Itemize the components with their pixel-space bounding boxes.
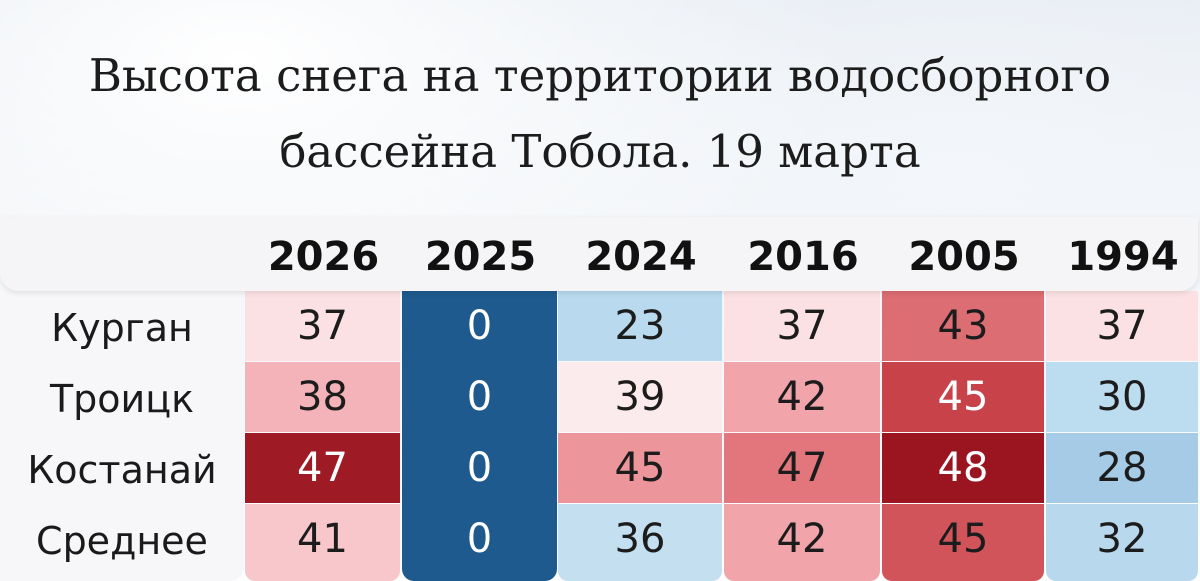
value-cell: 37 bbox=[1046, 291, 1198, 361]
value-cell: 0 bbox=[466, 516, 493, 562]
row-label: Курган bbox=[51, 306, 193, 350]
value-cell: 37 bbox=[724, 291, 880, 361]
value-cell: 43 bbox=[882, 291, 1044, 361]
title-line-1: Высота снега на территории водосборного bbox=[88, 49, 1112, 102]
title-line-2: бассейна Тобола. 19 марта bbox=[279, 125, 921, 178]
row-label-panel bbox=[0, 291, 244, 581]
value-cell: 47 bbox=[724, 433, 880, 503]
value-cell: 39 bbox=[558, 362, 722, 432]
value-cell: 41 bbox=[245, 504, 400, 581]
year-header-1994: 1994 bbox=[1067, 234, 1179, 280]
chart-title: Высота снега на территории водосборного … bbox=[0, 38, 1200, 190]
value-cell: 42 bbox=[724, 504, 880, 581]
year-header-2005: 2005 bbox=[908, 234, 1020, 280]
value-cell: 37 bbox=[245, 291, 400, 361]
value-cell: 45 bbox=[882, 504, 1044, 581]
year-header-2025: 2025 bbox=[424, 234, 537, 280]
value-cell: 23 bbox=[558, 291, 722, 361]
value-cell: 0 bbox=[466, 445, 493, 491]
year-header-2024: 2024 bbox=[585, 234, 697, 280]
column-2025-background bbox=[402, 291, 557, 581]
value-cell: 45 bbox=[558, 433, 722, 503]
value-cell: 48 bbox=[882, 433, 1044, 503]
year-header-bar bbox=[0, 217, 1198, 291]
row-label: Среднее bbox=[36, 519, 208, 563]
value-cell: 38 bbox=[245, 362, 400, 432]
value-cell: 47 bbox=[245, 433, 400, 503]
value-cell: 30 bbox=[1046, 362, 1198, 432]
row-label: Троицк bbox=[49, 377, 195, 421]
value-cell: 0 bbox=[466, 374, 493, 420]
value-cell: 32 bbox=[1046, 504, 1198, 581]
year-header-2026: 2026 bbox=[267, 234, 380, 280]
value-cell: 45 bbox=[882, 362, 1044, 432]
year-header-2016: 2016 bbox=[747, 234, 859, 280]
value-cell: 28 bbox=[1046, 433, 1198, 503]
value-cell: 42 bbox=[724, 362, 880, 432]
value-cell: 36 bbox=[558, 504, 722, 581]
row-label: Костанай bbox=[27, 448, 217, 492]
value-cell: 0 bbox=[466, 303, 493, 349]
